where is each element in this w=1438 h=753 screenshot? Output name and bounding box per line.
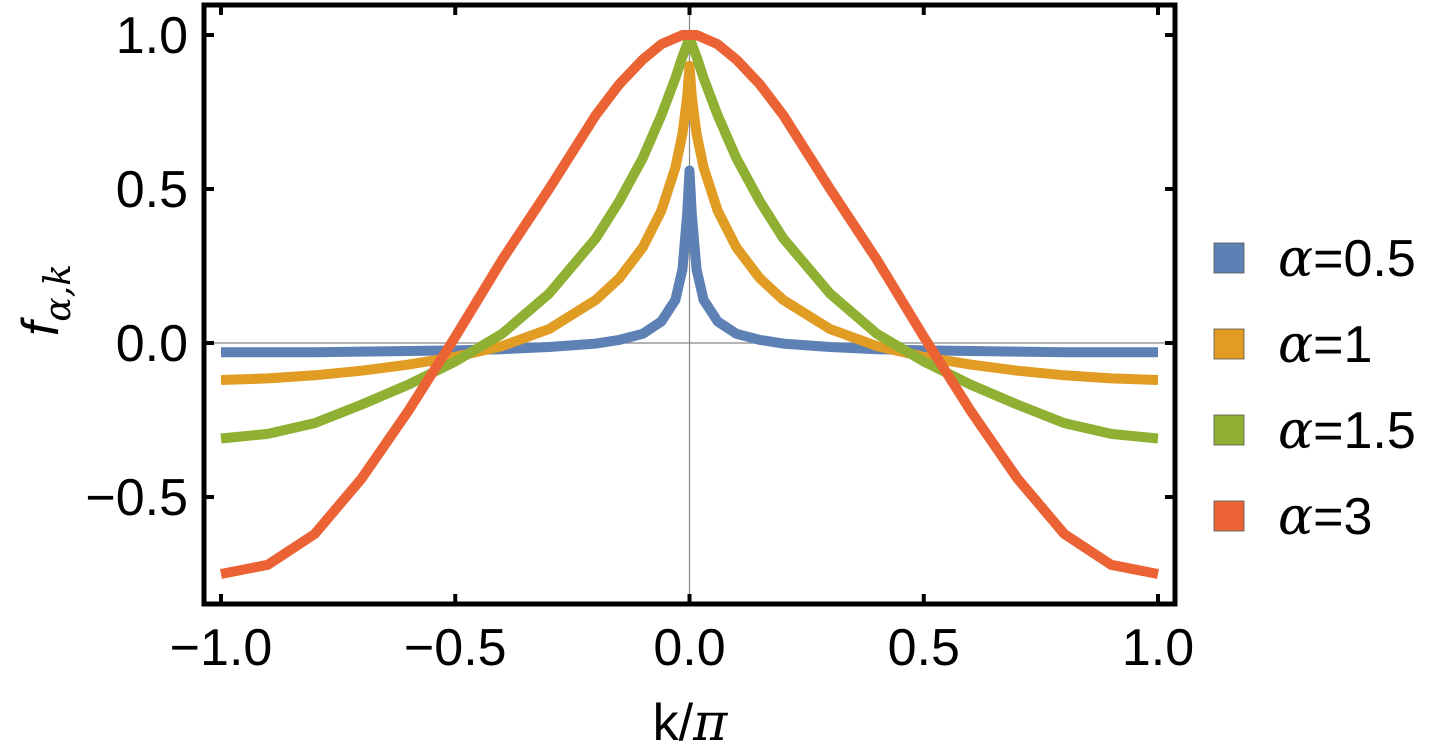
legend-swatch xyxy=(1213,500,1245,532)
x-axis-title-pi: π xyxy=(692,693,728,753)
legend-alpha: α xyxy=(1278,487,1313,547)
legend-label: α=1.5 xyxy=(1278,401,1416,461)
x-tick-label: 1.0 xyxy=(1122,619,1194,677)
legend-label: α=0.5 xyxy=(1278,229,1416,289)
x-tick-label: 0.5 xyxy=(888,619,960,677)
legend-alpha: α xyxy=(1278,315,1313,375)
y-tick-label: −0.5 xyxy=(85,469,188,527)
legend: α=0.5α=1α=1.5α=3 xyxy=(1213,229,1416,547)
legend-alpha: α xyxy=(1278,229,1313,289)
series-line-0 xyxy=(221,165,1158,358)
series-layer xyxy=(220,30,1159,579)
y-axis-ticks: −0.5 0.0 0.5 1.0 xyxy=(85,7,1175,527)
x-axis-title: k/π xyxy=(653,693,728,753)
series-line-3 xyxy=(220,30,1159,579)
legend-label: α=3 xyxy=(1278,487,1372,547)
x-tick-label: −0.5 xyxy=(404,619,507,677)
legend-value: =0.5 xyxy=(1313,230,1416,288)
y-tick-label: 0.5 xyxy=(116,161,188,219)
legend-swatch xyxy=(1213,414,1245,446)
y-tick-label: 0.0 xyxy=(116,315,188,373)
legend-label: α=1 xyxy=(1278,315,1372,375)
legend-swatch xyxy=(1213,242,1245,274)
x-tick-label: −1.0 xyxy=(170,619,273,677)
legend-swatch xyxy=(1213,328,1245,360)
x-axis-title-text: k/ xyxy=(653,694,694,752)
legend-alpha: α xyxy=(1278,401,1313,461)
x-axis-ticks: −1.0 −0.5 0.0 0.5 1.0 xyxy=(170,5,1194,677)
y-axis-title-base: f xyxy=(12,317,70,336)
legend-value: =1 xyxy=(1313,316,1372,374)
x-tick-label: 0.0 xyxy=(653,619,725,677)
y-tick-label: 1.0 xyxy=(116,7,188,65)
legend-value: =1.5 xyxy=(1313,402,1416,460)
legend-value: =3 xyxy=(1313,488,1372,546)
y-axis-title-subscript: α,k xyxy=(38,264,79,322)
y-axis-title: fα,k xyxy=(12,264,79,336)
